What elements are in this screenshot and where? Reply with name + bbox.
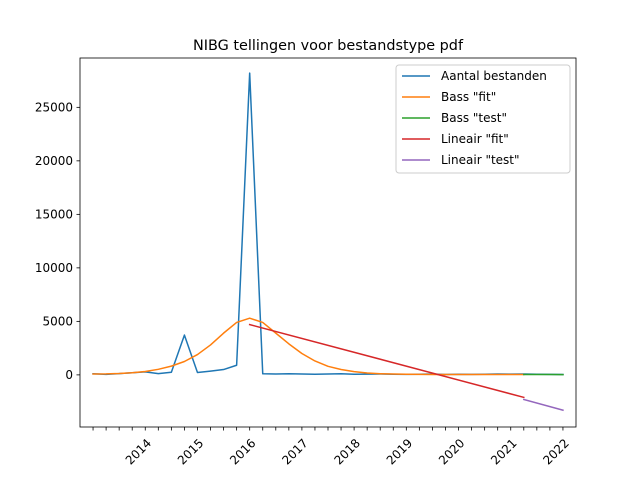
y-tick-label: 25000 <box>35 101 73 115</box>
x-tick-label: 2017 <box>279 436 310 467</box>
x-tick-label: 2018 <box>332 436 363 467</box>
legend-label-4: Lineair "test" <box>441 153 520 167</box>
x-tick-label: 2021 <box>488 436 519 467</box>
x-tick-label: 2014 <box>123 436 154 467</box>
series-line-1 <box>93 318 524 374</box>
y-tick-label: 0 <box>65 368 73 382</box>
legend-label-0: Aantal bestanden <box>441 69 547 83</box>
y-tick-label: 20000 <box>35 154 73 168</box>
series-line-3 <box>250 325 524 398</box>
legend-label-2: Bass "test" <box>441 111 507 125</box>
series-line-4 <box>524 400 563 411</box>
y-tick-label: 10000 <box>35 261 73 275</box>
x-tick-label: 2020 <box>436 436 467 467</box>
legend-label-3: Lineair "fit" <box>441 132 509 146</box>
x-tick-label: 2015 <box>175 436 206 467</box>
legend-label-1: Bass "fit" <box>441 90 496 104</box>
x-tick-label: 2022 <box>540 436 571 467</box>
legend: Aantal bestanden Bass "fit" Bass "test" Lin… <box>396 65 570 173</box>
chart-title: NIBG tellingen voor bestandstype pdf <box>193 38 464 54</box>
y-tick-label: 15000 <box>35 208 73 222</box>
x-tick-label: 2016 <box>227 436 258 467</box>
y-tick-label: 5000 <box>42 315 73 329</box>
x-tick-label: 2019 <box>384 436 415 467</box>
